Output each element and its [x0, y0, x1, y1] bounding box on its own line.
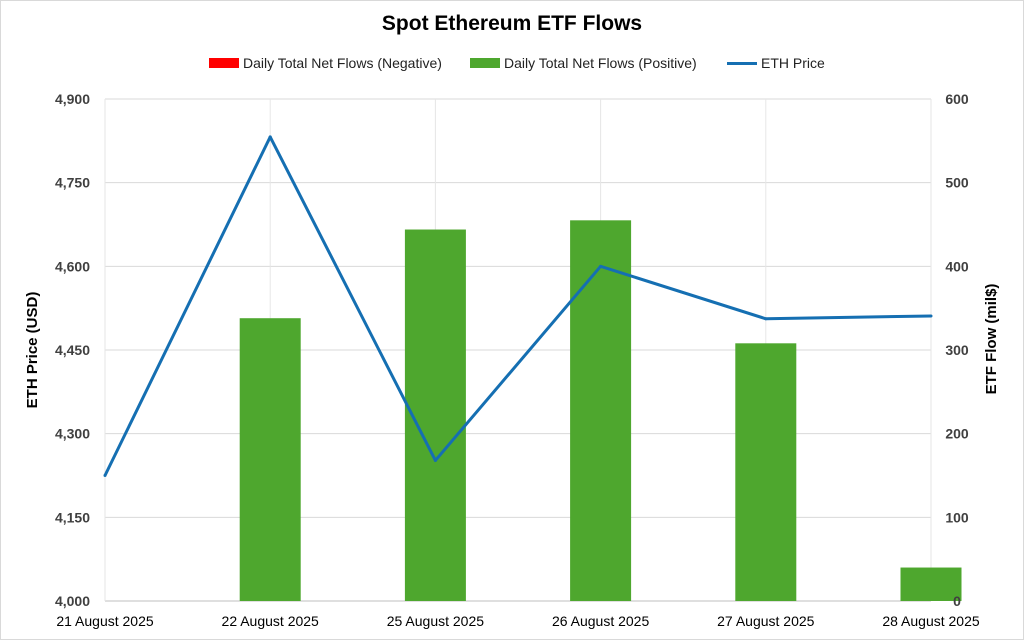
y-left-tick-label: 4,000 [55, 593, 90, 609]
eth-price-point [929, 314, 933, 318]
legend-swatch-positive [470, 58, 500, 68]
legend-item-eth-price: ETH Price [727, 55, 825, 71]
legend-swatch-negative [209, 58, 239, 68]
bar-positive [404, 229, 466, 601]
eth-price-point [103, 474, 107, 477]
x-tick-label: 27 August 2025 [717, 613, 815, 629]
bar-positive [239, 318, 301, 601]
y-right-tick-label: 500 [945, 175, 969, 191]
bar-positive [570, 220, 632, 602]
y-left-label: ETH Price (USD) [24, 292, 41, 409]
y-right-tick-label: 0 [953, 593, 961, 609]
legend-label-positive: Daily Total Net Flows (Positive) [504, 55, 697, 71]
x-tick-label: 26 August 2025 [552, 613, 650, 629]
eth-price-line [103, 135, 932, 477]
eth-price-point [764, 317, 768, 321]
legend-item-positive: Daily Total Net Flows (Positive) [470, 55, 697, 71]
axis-ticks: 4,000 4,150 4,300 4,450 4,600 4,750 4,900 0 100 2… [55, 91, 980, 629]
eth-price-point [433, 458, 437, 462]
gridlines [104, 98, 932, 602]
y-left-tick-label: 4,600 [55, 258, 90, 274]
y-left-tick-label: 4,750 [55, 175, 90, 191]
eth-price-point [599, 264, 603, 268]
y-right-tick-label: 100 [945, 509, 969, 525]
y-left-tick-label: 4,450 [55, 342, 90, 358]
y-left-tick-label: 4,900 [55, 91, 90, 107]
x-tick-label: 21 August 2025 [56, 613, 154, 629]
y-right-label: ETF Flow (mil$) [983, 284, 1000, 395]
y-right-tick-label: 200 [945, 426, 969, 442]
eth-price-point [268, 135, 272, 139]
legend-swatch-eth-price [727, 61, 757, 65]
y-right-tick-label: 300 [945, 342, 969, 358]
chart-title: Spot Ethereum ETF Flows [381, 12, 643, 35]
x-tick-label: 28 August 2025 [882, 613, 980, 629]
y-left-tick-label: 4,300 [55, 426, 90, 442]
legend-item-negative: Daily Total Net Flows (Negative) [209, 55, 442, 71]
bar-positive [735, 343, 797, 601]
bar-positive [900, 567, 962, 601]
y-right-tick-label: 400 [945, 258, 969, 274]
x-tick-label: 25 August 2025 [387, 613, 485, 629]
legend-label-negative: Daily Total Net Flows (Negative) [243, 55, 442, 71]
x-tick-label: 22 August 2025 [222, 613, 320, 629]
y-right-tick-label: 600 [945, 91, 969, 107]
legend-label-eth-price: ETH Price [761, 55, 825, 71]
bar-series [239, 220, 962, 602]
line-series [103, 135, 933, 477]
y-left-tick-label: 4,150 [55, 509, 90, 525]
